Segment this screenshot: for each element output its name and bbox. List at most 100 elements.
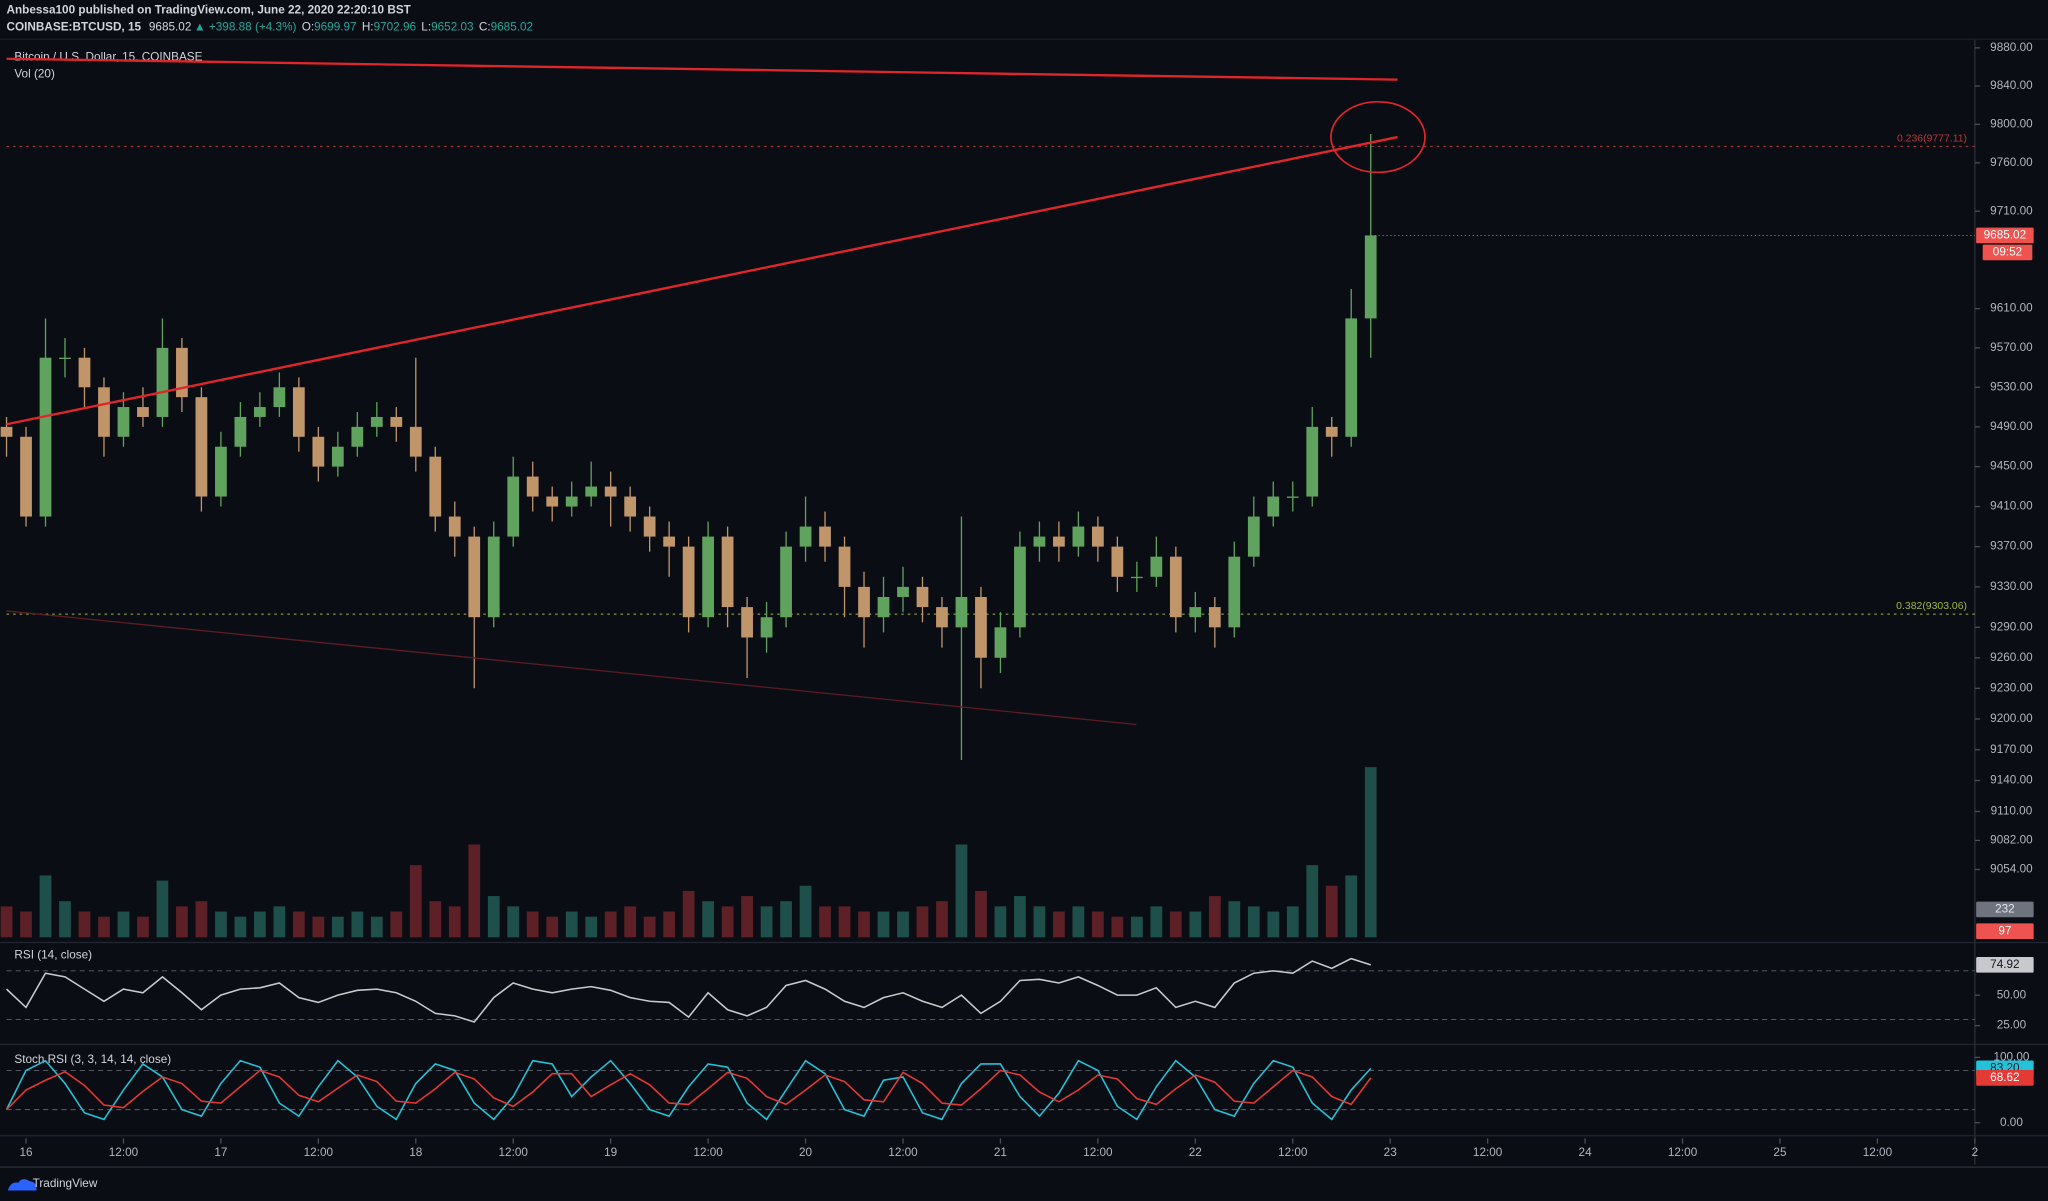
volume-bar [273, 906, 286, 938]
x-tick-label: 17 [214, 1146, 227, 1159]
candle-body [292, 387, 305, 437]
candle-body [78, 357, 91, 388]
y-tick-label: 9710.00 [1990, 204, 2033, 217]
candle-body [780, 546, 792, 618]
volume-bar [351, 911, 364, 938]
volume-bar [624, 906, 637, 938]
volume-bar [429, 901, 442, 938]
volume-bar [195, 901, 208, 938]
volume-bar [312, 916, 325, 938]
candle-body [838, 546, 851, 587]
candle-body [98, 387, 110, 437]
candle-body [994, 627, 1007, 658]
trend-line [6, 610, 1137, 726]
volume-bar [799, 885, 812, 938]
candle-body [546, 496, 559, 507]
candle-body [741, 607, 753, 638]
volume-bar [448, 906, 461, 938]
fib-label: 0.382(9303.06) [1896, 601, 1967, 612]
candle-body [1130, 576, 1143, 579]
volume-bar [975, 890, 987, 938]
candle-body [702, 536, 714, 618]
volume-bar [254, 911, 266, 938]
candle-body [195, 397, 208, 497]
x-tick-label: 12:00 [499, 1146, 529, 1159]
candle-body [331, 446, 344, 467]
volume-bar [936, 901, 948, 938]
y-tick-label: 9370.00 [1990, 540, 2033, 553]
volume-label: 97 [1998, 924, 2011, 937]
volume-bar [234, 916, 247, 938]
y-tick-label: 9570.00 [1990, 341, 2033, 354]
volume-ma-label: 232 [1995, 903, 2015, 916]
volume-bar [643, 916, 656, 938]
last-price-box [1976, 227, 2034, 244]
candle-body [117, 407, 130, 437]
close: 9685.02 [491, 21, 533, 34]
candle-body [663, 536, 676, 547]
x-tick-label: 12:00 [1668, 1146, 1698, 1159]
high-label: H: [362, 21, 374, 34]
candle-body [1208, 607, 1221, 628]
candle-body [897, 586, 909, 597]
author-line: Anbessa100 published on TradingView.com,… [7, 4, 412, 17]
y-tick-label: 0.00 [2000, 1116, 2023, 1129]
volume-bar [409, 865, 422, 938]
volume-bar [1014, 896, 1026, 938]
candle-body [254, 407, 266, 417]
y-tick-label: 9880.00 [1990, 41, 2033, 54]
volume-bar [1189, 911, 1202, 938]
volume-bar [507, 906, 520, 938]
candle-body [1247, 516, 1260, 557]
x-tick-label: 12:00 [693, 1146, 723, 1159]
candle-body [877, 596, 890, 618]
brand-logo [7, 1179, 37, 1191]
candle-body [370, 416, 383, 427]
y-tick-label: 9230.00 [1990, 681, 2033, 694]
x-tick-label: 18 [409, 1146, 423, 1159]
candle-body [390, 416, 403, 427]
volume-bar [1364, 767, 1377, 938]
candle-body [487, 536, 500, 618]
y-tick-label: 9800.00 [1990, 117, 2033, 130]
volume-bar [526, 911, 539, 938]
candle-body [39, 357, 52, 517]
volume-bar [1228, 901, 1241, 938]
candle-body [156, 347, 169, 417]
volume-bar [819, 906, 831, 938]
volume-bar [1267, 911, 1280, 938]
candle-body [1345, 318, 1358, 437]
candle-body [585, 486, 598, 497]
indicator-line [5, 957, 1372, 1023]
volume-bar [994, 906, 1007, 938]
candle-body [799, 526, 812, 547]
candle-body [1286, 496, 1299, 498]
volume-bar [468, 844, 481, 938]
candle-body [975, 596, 987, 658]
candle-body [409, 426, 422, 457]
candle-body [1150, 556, 1163, 577]
candle-body [760, 617, 773, 638]
candle-body [312, 436, 325, 467]
candle-body [682, 546, 695, 618]
symbol-line: COINBASE:BTCUSD, 15 9685.02 ▲ +398.88 (+4.… [7, 21, 534, 34]
candle-body [20, 436, 32, 517]
symbol: COINBASE:BTCUSD, 15 [7, 21, 142, 34]
indicator-value: 74.92 [1990, 958, 2019, 971]
candle-body [819, 526, 831, 547]
price: 9685.02 [149, 21, 191, 34]
y-tick-label: 9410.00 [1990, 500, 2033, 513]
x-tick-label: 25 [1773, 1146, 1787, 1159]
volume-bar [292, 911, 305, 938]
candle-body [624, 496, 637, 517]
countdown-box [1982, 244, 2033, 261]
volume-bar [1111, 916, 1124, 938]
candle-body [1306, 426, 1319, 497]
y-tick-label: 9610.00 [1990, 302, 2033, 315]
volume-bar [370, 916, 383, 938]
x-tick-label: 22 [1189, 1146, 1202, 1159]
candle-body [721, 536, 734, 608]
volume-bar [721, 906, 734, 938]
volume-bar [1053, 911, 1065, 938]
candle-body [429, 456, 442, 517]
